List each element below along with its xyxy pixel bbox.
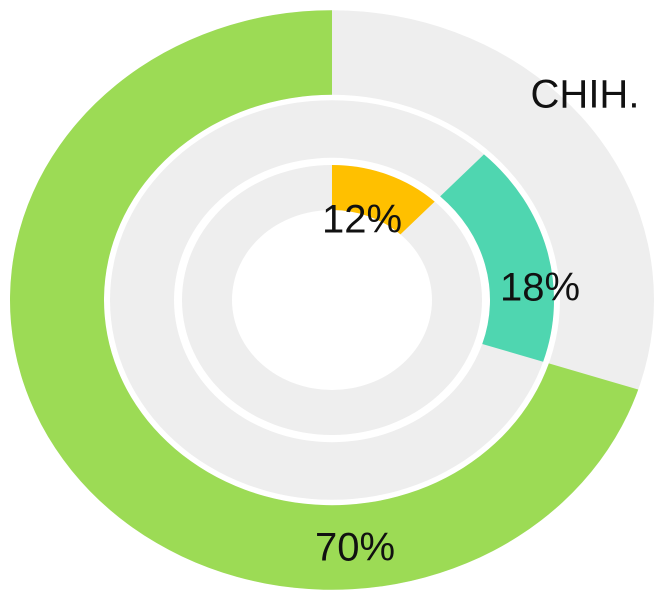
value-label: 18% [500,266,580,310]
value-label: 12% [322,198,402,242]
value-label: 70% [315,526,395,570]
ring-segment [440,154,554,362]
ring-segment [10,10,639,590]
ring-segment [332,165,435,235]
ring-track [182,165,482,435]
chart-title: CHIH. [531,73,640,117]
rings [10,10,654,590]
